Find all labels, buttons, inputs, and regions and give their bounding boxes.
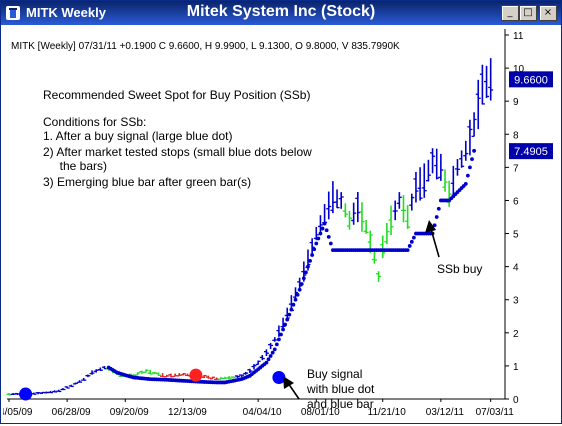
stop-dot (272, 347, 277, 352)
ssb-buy-label: SSb buy (437, 262, 482, 276)
stop-dot (291, 302, 296, 307)
chart-title: Mitek System Inc (Stock) (186, 3, 376, 20)
y-tick-label: 1 (513, 362, 519, 373)
ssb-arrow-head (425, 220, 436, 233)
stop-dot (266, 357, 271, 362)
price-tag-label: 7.4905 (514, 146, 548, 158)
condition-2-cont: the bars) (43, 159, 107, 173)
stop-dot (287, 312, 292, 317)
y-tick-label: 0 (513, 395, 519, 406)
y-tick-label: 4 (513, 263, 519, 274)
y-tick-label: 8 (513, 130, 519, 141)
x-tick-label: 07/03/11 (476, 407, 515, 418)
stop-dot (436, 206, 441, 211)
y-tick-label: 2 (513, 329, 519, 340)
condition-3: 3) Emerging blue bar after green bar(s) (43, 175, 251, 189)
condition-1: 1. After a buy signal (large blue dot) (43, 129, 232, 143)
stop-dot (463, 182, 468, 186)
price-chart: 0 1 2 3 4 5 6 7 8 9 10 11 04/05/09 06/28/09 09/20/09 1… (0, 27, 559, 421)
conditions-title: Conditions for SSb: (43, 115, 146, 129)
stop-dot (470, 157, 474, 161)
stop-dot (310, 253, 315, 257)
ssb-arrow-line (430, 228, 440, 258)
plot-area: 0 1 2 3 4 5 6 7 8 9 10 11 04/05/09 06/28/09 09/20/09 1… (0, 27, 559, 421)
price-tag (509, 143, 553, 160)
stop-dot (283, 322, 288, 327)
stop-dot (312, 247, 317, 252)
y-tick-label: 11 (513, 31, 524, 42)
stop-dot (295, 292, 300, 297)
x-tick-label: 04/04/10 (243, 407, 282, 418)
buy-arrow-line (287, 382, 300, 400)
stop-dot (405, 248, 410, 252)
y-tick-label: 9 (513, 97, 519, 108)
stop-dot (407, 244, 412, 248)
buy-signal-dot (272, 370, 286, 384)
x-tick-label: 09/20/09 (110, 407, 149, 418)
app-icon (6, 6, 20, 20)
stop-dot (297, 287, 302, 292)
stop-dot (301, 276, 306, 281)
y-tick-label: 7 (513, 163, 519, 174)
stop-dot (304, 270, 308, 275)
title-bar[interactable]: MITK Weekly Mitek System Inc (Stock) _ □… (1, 1, 561, 25)
minimize-icon[interactable]: _ (501, 5, 519, 21)
info-line: MITK [Weekly] 07/31/11 +0.1900 C 9.6600,… (11, 41, 400, 52)
stop-dot (328, 241, 333, 246)
stop-dot (281, 327, 285, 332)
plot-background (3, 27, 559, 421)
stop-dot (270, 350, 275, 355)
stop-dot (320, 226, 325, 231)
y-tick-label: 6 (513, 196, 519, 207)
y-tick-label: 10 (513, 64, 525, 75)
stop-dot (308, 258, 312, 263)
stop-dot (299, 282, 304, 286)
stop-dot (274, 342, 279, 347)
annotation-heading: Recommended Sweet Spot for Buy Position … (43, 88, 310, 102)
stop-dot (326, 234, 331, 239)
x-tick-label: 08/01/10 (301, 407, 340, 418)
stop-dot (472, 148, 476, 153)
buy-signal-label-1: Buy signal (307, 367, 362, 381)
y-tick-label: 5 (513, 230, 519, 241)
buy-signal-label-2: with blue dot (306, 382, 375, 396)
x-tick-label: 12/13/09 (168, 407, 207, 418)
stop-dot (432, 223, 437, 228)
stop-dot (316, 236, 321, 241)
stop-dot (306, 264, 310, 269)
stop-dot (468, 165, 472, 170)
stop-dot (279, 332, 283, 337)
price-tag-label: 9.6600 (514, 74, 548, 86)
condition-2: 2) After market tested stops (small blue… (43, 145, 312, 159)
x-tick-label: 11/21/10 (368, 407, 407, 418)
price-tag (509, 71, 553, 88)
stop-dot (409, 239, 414, 244)
x-tick-label: 04/05/09 (3, 407, 33, 418)
sell-signal-dot (189, 368, 203, 382)
stop-dot (434, 215, 439, 219)
stop-dot (465, 173, 470, 178)
stop-dot (324, 228, 329, 233)
buy-signal-label-3: and blue bar (307, 397, 374, 411)
x-tick-label: 06/28/09 (52, 407, 91, 418)
stop-dot (293, 297, 298, 302)
stop-dot (318, 231, 323, 236)
maximize-icon[interactable]: □ (519, 5, 537, 21)
stop-dot (289, 307, 294, 312)
buy-arrow-head (283, 376, 294, 389)
stop-dot (411, 235, 416, 240)
window-title: MITK Weekly (26, 5, 106, 20)
stop-dot (322, 221, 327, 226)
stop-dot (264, 360, 269, 365)
y-tick-label: 3 (513, 296, 519, 307)
x-tick-label: 03/12/11 (426, 407, 465, 418)
stop-dot (277, 337, 281, 342)
stop-dot (285, 317, 290, 322)
stop-dot (268, 354, 273, 358)
buy-signal-dot (19, 387, 33, 401)
stop-dot (314, 241, 319, 246)
close-icon[interactable]: × (539, 5, 557, 21)
